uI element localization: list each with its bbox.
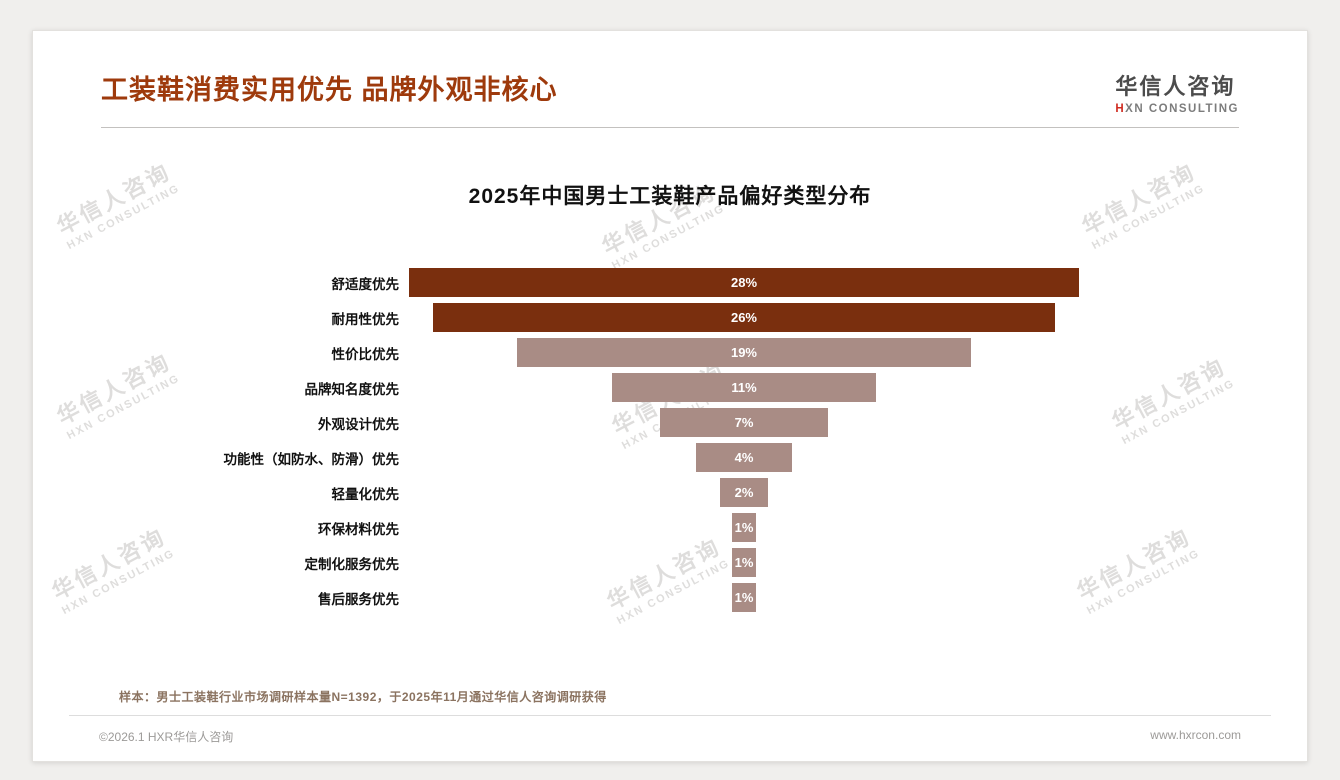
bar-value-label: 26%: [730, 310, 757, 325]
logo-name: 华信人咨询: [1115, 74, 1236, 99]
category-label: 品牌知名度优先: [304, 381, 400, 397]
bar-value-label: 19%: [730, 345, 757, 360]
bar-area: 1%: [409, 583, 1079, 612]
title-divider: [101, 127, 1239, 128]
category-label: 舒适度优先: [331, 276, 400, 292]
chart-row: 外观设计优先 7%: [101, 408, 1239, 437]
logo-subtitle: HXN CONSULTING: [1115, 103, 1239, 115]
logo-subtitle-rest: XN CONSULTING: [1125, 103, 1239, 115]
bar: 11%: [612, 373, 876, 402]
bar-area: 26%: [409, 303, 1079, 332]
chart-row: 耐用性优先 26%: [101, 303, 1239, 332]
category-label: 售后服务优先: [318, 591, 399, 607]
category-label: 定制化服务优先: [304, 556, 400, 572]
bar-area: 28%: [409, 268, 1079, 297]
footer-copyright: ©2026.1 HXR华信人咨询: [99, 730, 234, 744]
slide-card: 华信人咨询 HXN CONSULTING 华信人咨询 HXN CONSULTING 华信…: [32, 30, 1308, 762]
category-label: 耐用性优先: [331, 311, 400, 327]
bar: 2%: [720, 478, 768, 507]
bar-area: 4%: [409, 443, 1079, 472]
slide-content: 工装鞋消费实用优先 品牌外观非核心 华信人咨询 HXN CONSULTING 2…: [33, 31, 1307, 761]
category-label: 外观设计优先: [318, 416, 399, 432]
bar-value-label: 1%: [734, 590, 754, 605]
company-logo: 华信人咨询 HXN CONSULTING: [1115, 69, 1239, 115]
bar-value-label: 11%: [731, 380, 757, 395]
sample-footnote: 样本：男士工装鞋行业市场调研样本量N=1392，于2025年11月通过华信人咨询…: [119, 690, 607, 704]
header: 工装鞋消费实用优先 品牌外观非核心 华信人咨询 HXN CONSULTING: [101, 31, 1239, 115]
bar-value-label: 1%: [734, 520, 754, 535]
bar-value-label: 4%: [734, 450, 754, 465]
bar-value-label: 7%: [734, 415, 754, 430]
page-title: 工装鞋消费实用优先 品牌外观非核心: [101, 75, 558, 105]
category-label: 功能性（如防水、防滑）优先: [223, 451, 400, 467]
category-label: 环保材料优先: [318, 521, 399, 537]
logo-h-red: H: [1115, 103, 1126, 115]
bar-value-label: 28%: [730, 275, 758, 290]
bar-area: 1%: [409, 548, 1079, 577]
chart-row: 轻量化优先 2%: [101, 478, 1239, 507]
chart-row: 定制化服务优先 1%: [101, 548, 1239, 577]
bar-area: 11%: [409, 373, 1079, 402]
bar-value-label: 1%: [734, 555, 754, 570]
category-label: 性价比优先: [331, 346, 400, 362]
bar-area: 2%: [409, 478, 1079, 507]
bar: 1%: [732, 583, 756, 612]
bar-area: 19%: [409, 338, 1079, 367]
bar: 4%: [696, 443, 792, 472]
bar-area: 1%: [409, 513, 1079, 542]
bar: 28%: [409, 268, 1079, 297]
chart-row: 性价比优先 19%: [101, 338, 1239, 367]
bar: 26%: [432, 303, 1056, 332]
footer: ©2026.1 HXR华信人咨询 www.hxrcon.com: [69, 715, 1271, 745]
chart-row: 功能性（如防水、防滑）优先 4%: [101, 443, 1239, 472]
bar: 1%: [732, 513, 756, 542]
chart-row: 环保材料优先 1%: [101, 513, 1239, 542]
chart-row: 舒适度优先 28%: [101, 268, 1239, 297]
bar: 7%: [660, 408, 828, 437]
chart-row: 品牌知名度优先 11%: [101, 373, 1239, 402]
bar: 1%: [732, 548, 756, 577]
category-label: 轻量化优先: [331, 486, 400, 502]
bar-area: 7%: [409, 408, 1079, 437]
bar: 19%: [516, 338, 972, 367]
footer-url: www.hxrcon.com: [1150, 728, 1241, 742]
bar-value-label: 2%: [734, 485, 754, 500]
chart-title: 2025年中国男士工装鞋产品偏好类型分布: [468, 185, 872, 208]
chart-row: 售后服务优先 1%: [101, 583, 1239, 612]
chart-rows: 舒适度优先 28% 耐用性优先 26% 性价比优先 19% 品牌知名度优先 11% 外观设计优先…: [101, 268, 1239, 612]
